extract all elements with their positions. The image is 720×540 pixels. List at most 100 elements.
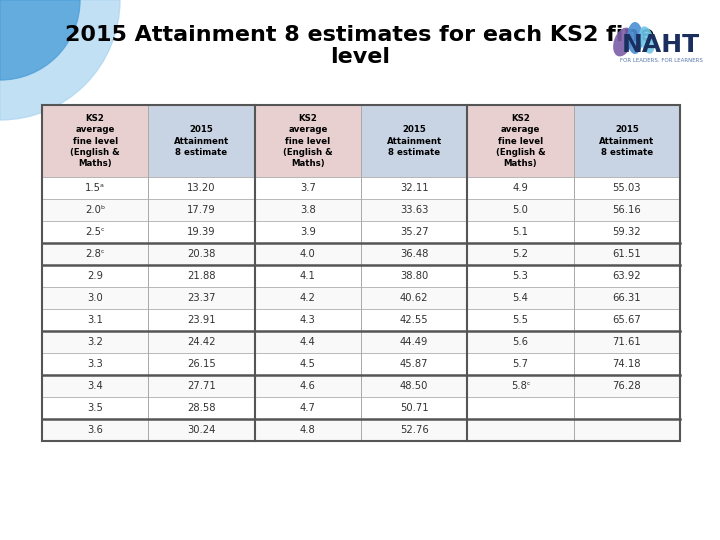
Bar bbox=[42, 287, 148, 309]
Bar bbox=[361, 419, 467, 441]
Bar bbox=[42, 221, 148, 243]
Text: 27.71: 27.71 bbox=[187, 381, 216, 391]
Text: 36.48: 36.48 bbox=[400, 249, 428, 259]
Bar bbox=[361, 287, 467, 309]
Text: 3.7: 3.7 bbox=[300, 183, 316, 193]
Text: 3.1: 3.1 bbox=[87, 315, 103, 325]
Wedge shape bbox=[0, 0, 80, 80]
Text: 2015 Attainment 8 estimates for each KS2 fine: 2015 Attainment 8 estimates for each KS2… bbox=[66, 25, 654, 45]
Bar bbox=[42, 199, 148, 221]
Bar bbox=[361, 397, 467, 419]
Bar bbox=[467, 309, 574, 331]
Bar bbox=[574, 353, 680, 375]
Bar bbox=[255, 177, 361, 199]
Text: 55.03: 55.03 bbox=[613, 183, 641, 193]
Text: 40.62: 40.62 bbox=[400, 293, 428, 303]
Text: 2015
Attainment
8 estimate: 2015 Attainment 8 estimate bbox=[387, 125, 442, 157]
Text: 3.5: 3.5 bbox=[87, 403, 103, 413]
Bar bbox=[148, 331, 255, 353]
Text: 30.24: 30.24 bbox=[187, 425, 216, 435]
Bar bbox=[574, 309, 680, 331]
Text: 44.49: 44.49 bbox=[400, 337, 428, 347]
Text: 76.28: 76.28 bbox=[613, 381, 641, 391]
Text: 61.51: 61.51 bbox=[613, 249, 642, 259]
Text: 65.67: 65.67 bbox=[613, 315, 642, 325]
Bar bbox=[148, 287, 255, 309]
Text: 23.37: 23.37 bbox=[187, 293, 216, 303]
Bar bbox=[361, 177, 467, 199]
Bar bbox=[574, 287, 680, 309]
Bar bbox=[361, 331, 467, 353]
Bar bbox=[42, 331, 148, 353]
Ellipse shape bbox=[639, 26, 654, 53]
Bar bbox=[42, 265, 148, 287]
Bar bbox=[42, 243, 148, 265]
Text: 2015
Attainment
8 estimate: 2015 Attainment 8 estimate bbox=[174, 125, 229, 157]
Text: 17.79: 17.79 bbox=[187, 205, 216, 215]
Text: 2.5ᶜ: 2.5ᶜ bbox=[85, 227, 105, 237]
Bar bbox=[148, 265, 255, 287]
Bar bbox=[361, 221, 467, 243]
Text: 3.2: 3.2 bbox=[87, 337, 103, 347]
Bar bbox=[148, 105, 255, 177]
Text: 5.6: 5.6 bbox=[513, 337, 528, 347]
Text: 3.6: 3.6 bbox=[87, 425, 103, 435]
Text: 5.4: 5.4 bbox=[513, 293, 528, 303]
Text: level: level bbox=[330, 47, 390, 67]
Bar bbox=[574, 331, 680, 353]
Bar bbox=[255, 287, 361, 309]
Text: 66.31: 66.31 bbox=[613, 293, 641, 303]
Text: 13.20: 13.20 bbox=[187, 183, 216, 193]
Wedge shape bbox=[0, 0, 120, 120]
Ellipse shape bbox=[627, 22, 643, 54]
Text: 56.16: 56.16 bbox=[613, 205, 642, 215]
Text: 33.63: 33.63 bbox=[400, 205, 428, 215]
Bar bbox=[148, 419, 255, 441]
Bar bbox=[361, 199, 467, 221]
Text: 2.9: 2.9 bbox=[87, 271, 103, 281]
Bar bbox=[148, 243, 255, 265]
Text: 32.11: 32.11 bbox=[400, 183, 428, 193]
Text: 23.91: 23.91 bbox=[187, 315, 216, 325]
Bar bbox=[42, 105, 148, 177]
Bar bbox=[148, 375, 255, 397]
Text: 28.58: 28.58 bbox=[187, 403, 216, 413]
Bar bbox=[255, 397, 361, 419]
Text: 59.32: 59.32 bbox=[613, 227, 641, 237]
Bar bbox=[574, 419, 680, 441]
Text: 3.4: 3.4 bbox=[87, 381, 103, 391]
Bar bbox=[467, 221, 574, 243]
Text: 71.61: 71.61 bbox=[613, 337, 642, 347]
Text: NAHT: NAHT bbox=[622, 33, 700, 57]
Bar bbox=[255, 309, 361, 331]
Text: 4.0: 4.0 bbox=[300, 249, 315, 259]
Bar bbox=[255, 105, 361, 177]
Text: KS2
average
fine level
(English &
Maths): KS2 average fine level (English & Maths) bbox=[495, 114, 545, 168]
Bar bbox=[361, 105, 467, 177]
Text: 4.2: 4.2 bbox=[300, 293, 316, 303]
Bar bbox=[467, 199, 574, 221]
Text: 5.7: 5.7 bbox=[513, 359, 528, 369]
Text: 63.92: 63.92 bbox=[613, 271, 641, 281]
Bar bbox=[148, 177, 255, 199]
Bar bbox=[42, 353, 148, 375]
Bar bbox=[574, 265, 680, 287]
Bar bbox=[255, 375, 361, 397]
Text: 4.5: 4.5 bbox=[300, 359, 316, 369]
Bar bbox=[42, 419, 148, 441]
Bar bbox=[255, 199, 361, 221]
Text: FOR LEADERS. FOR LEARNERS: FOR LEADERS. FOR LEARNERS bbox=[620, 57, 703, 63]
Bar bbox=[148, 397, 255, 419]
Text: 48.50: 48.50 bbox=[400, 381, 428, 391]
Bar bbox=[148, 353, 255, 375]
Bar bbox=[361, 353, 467, 375]
Ellipse shape bbox=[613, 28, 633, 56]
Text: 2.8ᶜ: 2.8ᶜ bbox=[86, 249, 105, 259]
Text: 38.80: 38.80 bbox=[400, 271, 428, 281]
Text: 50.71: 50.71 bbox=[400, 403, 428, 413]
Bar bbox=[361, 265, 467, 287]
Text: 3.3: 3.3 bbox=[87, 359, 103, 369]
Bar bbox=[574, 177, 680, 199]
Text: 35.27: 35.27 bbox=[400, 227, 428, 237]
Bar bbox=[42, 397, 148, 419]
